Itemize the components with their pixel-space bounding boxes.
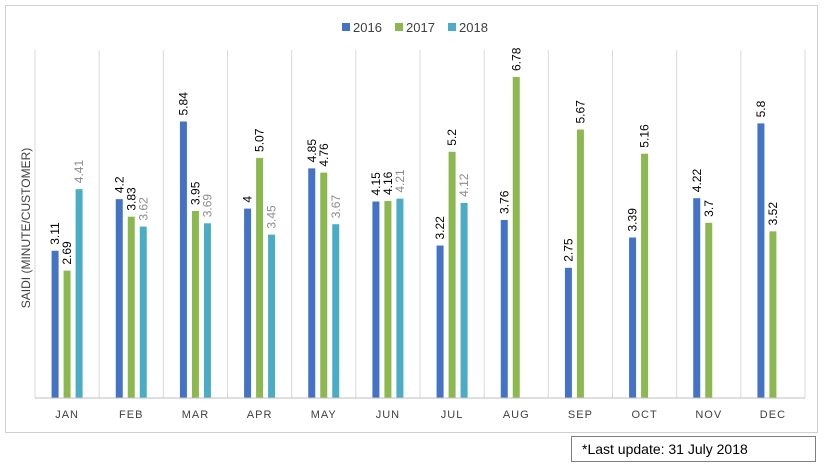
bar-2017-may — [320, 172, 328, 398]
last-update-text: *Last update: 31 July 2018 — [582, 441, 748, 457]
bar-2016-nov — [693, 198, 701, 398]
bar-2016-feb — [115, 199, 123, 398]
bar-2016-jan — [51, 250, 59, 398]
legend: 2016 2017 2018 — [342, 20, 488, 35]
legend-swatch-2017 — [395, 23, 403, 31]
legend-swatch-2018 — [448, 23, 456, 31]
bar-2018-jun — [396, 198, 404, 398]
bar-2017-jul — [448, 151, 456, 398]
data-label-2018-jan: 4.41 — [72, 160, 86, 184]
bar-2017-dec — [769, 231, 777, 398]
x-tick-apr: APR — [247, 409, 273, 421]
x-tick-may: MAY — [311, 409, 337, 421]
bar-2016-jun — [372, 201, 380, 398]
legend-label-2018: 2018 — [459, 20, 488, 35]
x-tick-oct: OCT — [631, 409, 657, 421]
data-label-2016-oct: 3.39 — [626, 208, 640, 232]
data-labels: 3.112.69 4.41 4.23.833.62 5.84 3.953.69 4 5.07… — [48, 47, 780, 264]
bar-2017-mar — [191, 210, 199, 398]
x-tick-aug: AUG — [503, 409, 530, 421]
data-label-2017-may: 4.76 — [317, 143, 331, 167]
y-axis-title: SAIDI (MINUTE/CUSTOMER) — [19, 148, 33, 308]
bar-2016-may — [308, 168, 316, 398]
data-label-2016-may: 4.85 — [305, 139, 319, 163]
x-tick-jun: JUN — [376, 409, 400, 421]
bar-2016-oct — [629, 237, 637, 398]
x-tick-jan: JAN — [55, 409, 79, 421]
x-tick-labels: JAN FEB MAR APR MAY JUN JUL AUG SEP OCT NOV DEC — [55, 409, 786, 421]
data-label-2018-apr: 3.45 — [265, 205, 279, 229]
data-label-2017-oct: 5.16 — [638, 124, 652, 148]
bar-2018-may — [332, 224, 340, 398]
data-label-2017-jan: 2.69 — [60, 241, 74, 265]
data-label-2016-mar: 5.84 — [176, 92, 190, 116]
data-label-2017-feb: 3.83 — [124, 187, 138, 211]
data-label-2016-jan: 3.11 — [48, 222, 62, 245]
data-label-2017-nov: 3.7 — [702, 200, 716, 217]
x-tick-mar: MAR — [182, 409, 209, 421]
data-label-2017-apr: 5.07 — [253, 128, 267, 152]
bar-2017-sep — [576, 129, 584, 399]
x-tick-sep: SEP — [568, 409, 593, 421]
data-label-2017-jun: 4.16 — [381, 171, 395, 195]
bar-2018-mar — [203, 223, 211, 398]
data-label-2018-jun: 4.21 — [393, 169, 407, 193]
data-label-2016-feb: 4.2 — [112, 176, 126, 193]
bar-2016-dec — [757, 123, 765, 398]
data-label-2016-aug: 3.76 — [497, 190, 511, 214]
bar-2018-apr — [268, 234, 276, 398]
legend-swatch-2016 — [342, 23, 350, 31]
data-label-2016-dec: 5.8 — [754, 100, 768, 117]
bar-2017-feb — [127, 216, 135, 398]
data-label-2017-jul: 5.2 — [445, 129, 459, 146]
data-label-2016-sep: 2.75 — [561, 238, 575, 262]
bar-2016-apr — [244, 208, 252, 398]
data-label-2016-apr: 4 — [241, 196, 255, 203]
bar-2017-jan — [63, 270, 71, 398]
data-label-2018-jul: 4.12 — [457, 173, 471, 197]
legend-label-2017: 2017 — [406, 20, 435, 35]
data-label-2017-sep: 5.67 — [573, 100, 587, 124]
bar-2016-sep — [564, 267, 572, 398]
bar-2017-nov — [705, 222, 713, 398]
bar-2017-aug — [512, 76, 520, 398]
x-tick-dec: DEC — [760, 409, 786, 421]
data-label-2018-mar: 3.69 — [200, 194, 214, 218]
gridlines — [34, 50, 806, 398]
bar-chart: 3.112.69 4.41 4.23.833.62 5.84 3.953.69 4 5.07… — [19, 20, 806, 421]
data-label-2017-dec: 3.52 — [766, 202, 780, 226]
x-tick-nov: NOV — [695, 409, 722, 421]
data-label-2017-mar: 3.95 — [188, 181, 202, 205]
data-label-2018-may: 3.67 — [329, 195, 343, 219]
bar-2016-jul — [436, 245, 444, 398]
bar-2016-mar — [179, 121, 187, 398]
data-label-2017-aug: 6.78 — [509, 47, 523, 71]
bar-2017-oct — [641, 153, 649, 398]
data-label-2016-jul: 3.22 — [433, 216, 447, 240]
x-tick-feb: FEB — [119, 409, 143, 421]
bars — [51, 76, 777, 399]
data-label-2016-nov: 4.22 — [690, 169, 704, 193]
bar-2018-jul — [460, 202, 468, 398]
bar-2017-apr — [256, 157, 264, 398]
bar-2018-jan — [75, 189, 83, 398]
data-label-2018-feb: 3.62 — [136, 197, 150, 221]
last-update-note: *Last update: 31 July 2018 — [571, 436, 816, 462]
data-label-2016-jun: 4.15 — [369, 172, 383, 196]
bar-2017-jun — [384, 201, 392, 398]
legend-label-2016: 2016 — [353, 20, 382, 35]
x-tick-jul: JUL — [441, 409, 464, 421]
bar-2016-aug — [500, 219, 508, 398]
bar-2018-feb — [139, 226, 147, 398]
